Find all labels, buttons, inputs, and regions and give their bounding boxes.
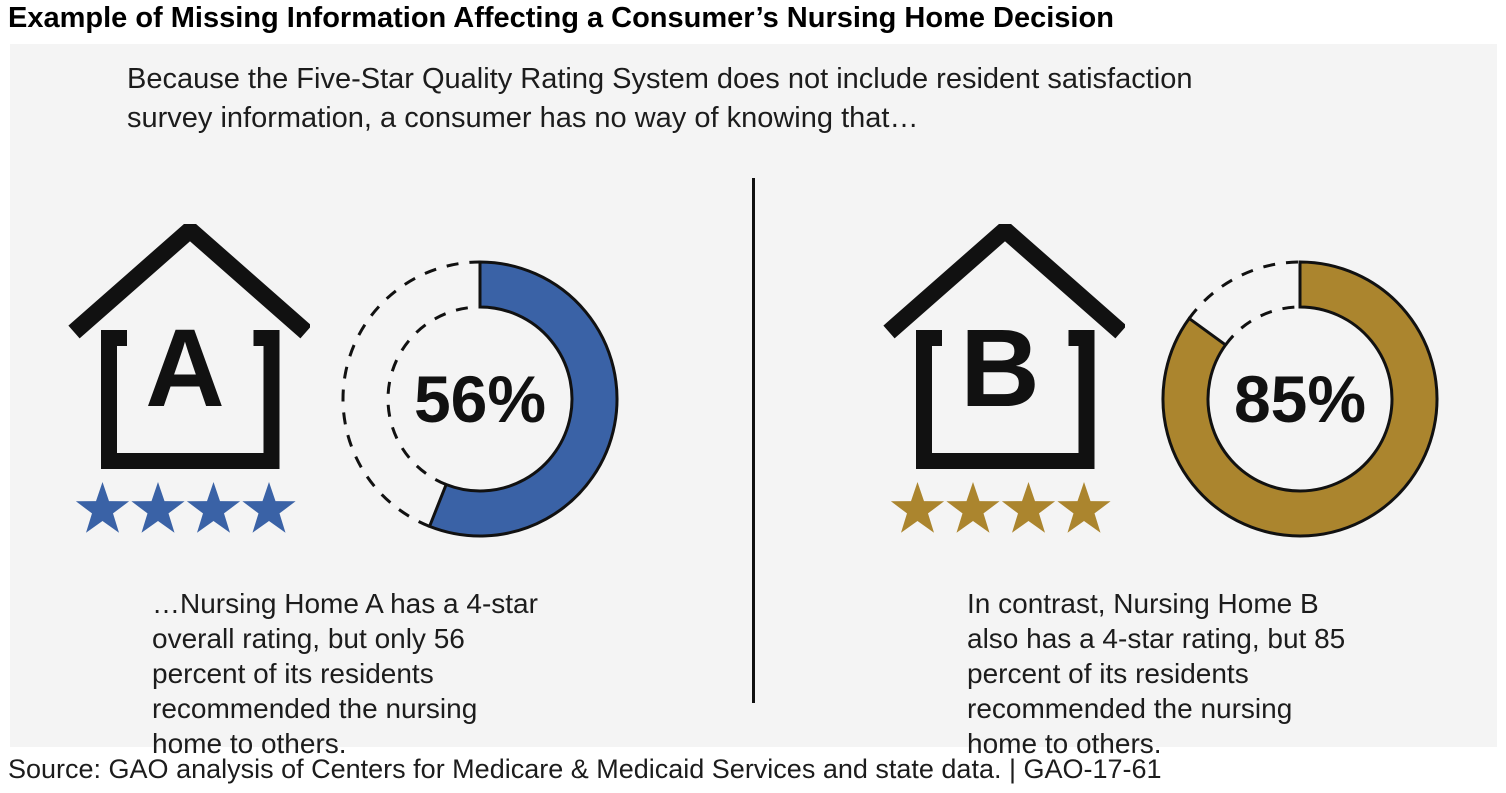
star-icon bbox=[242, 482, 296, 533]
star-rating bbox=[890, 482, 1111, 533]
house-walls bbox=[101, 330, 280, 469]
home-letter: B bbox=[960, 307, 1040, 430]
home-a-section: A 56% …Nursing Home A has a 4-star overa… bbox=[60, 224, 710, 759]
home-caption: …Nursing Home A has a 4-star overall rat… bbox=[152, 588, 538, 759]
star-icon bbox=[946, 482, 1000, 533]
house-walls bbox=[916, 330, 1095, 469]
home-letter: A bbox=[145, 307, 225, 430]
star-rating bbox=[75, 482, 296, 533]
donut-chart bbox=[1161, 260, 1439, 538]
donut-remainder-inner-dashed-arc bbox=[1224, 305, 1301, 346]
star-icon bbox=[75, 482, 130, 533]
figure-panel: Because the Five-Star Quality Rating Sys… bbox=[10, 44, 1497, 759]
divider-line bbox=[752, 178, 755, 703]
donut-center-label: 85% bbox=[1233, 362, 1367, 436]
donut-remainder-inner-dashed-arc bbox=[386, 305, 481, 486]
house-icon bbox=[68, 224, 310, 533]
house-icon bbox=[883, 224, 1125, 533]
intro-text: Because the Five-Star Quality Rating Sys… bbox=[127, 63, 1193, 134]
house-roof bbox=[883, 224, 1125, 339]
star-icon bbox=[1001, 482, 1056, 533]
star-icon bbox=[890, 482, 945, 533]
donut-center-label: 56% bbox=[413, 362, 547, 436]
home-b-section: B 85% In contrast, Nursing Home B also h… bbox=[875, 224, 1506, 759]
donut-chart bbox=[341, 260, 619, 538]
donut-filled-arc bbox=[427, 260, 619, 538]
donut-filled-arc bbox=[1161, 260, 1439, 538]
figure-title: Example of Missing Information Affecting… bbox=[8, 2, 1114, 34]
star-icon bbox=[186, 482, 241, 533]
star-icon bbox=[131, 482, 185, 533]
donut-remainder-outer-dashed-arc bbox=[341, 260, 481, 528]
home-caption: In contrast, Nursing Home B also has a 4… bbox=[967, 588, 1346, 759]
star-icon bbox=[1057, 482, 1111, 533]
house-roof bbox=[68, 224, 310, 339]
source-line: Source: GAO analysis of Centers for Medi… bbox=[8, 754, 1162, 784]
